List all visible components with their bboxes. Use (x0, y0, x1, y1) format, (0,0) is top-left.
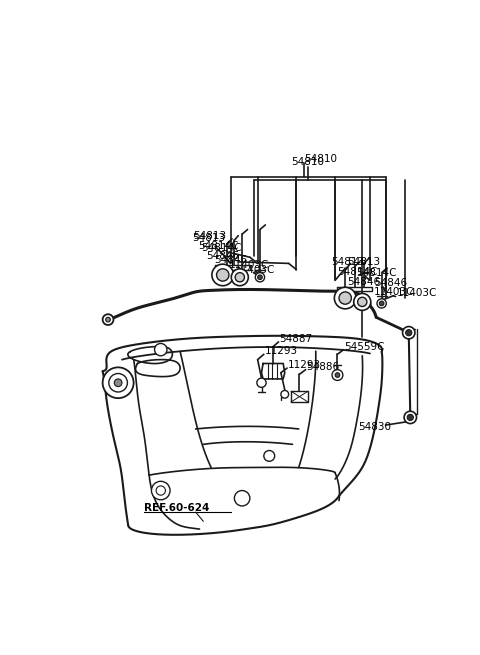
Circle shape (335, 373, 340, 377)
Circle shape (377, 299, 386, 308)
Text: 54814C: 54814C (337, 267, 378, 277)
Circle shape (103, 367, 133, 398)
Text: 54813: 54813 (331, 257, 364, 267)
Circle shape (235, 272, 244, 282)
Text: 54846: 54846 (206, 251, 239, 261)
Text: 54846: 54846 (374, 278, 407, 288)
Circle shape (216, 269, 229, 281)
Circle shape (258, 275, 262, 280)
Text: 54559C: 54559C (345, 341, 385, 352)
Circle shape (407, 415, 413, 421)
Circle shape (103, 314, 113, 325)
Text: 54810: 54810 (291, 157, 324, 167)
Circle shape (255, 272, 264, 282)
Text: 54810: 54810 (304, 154, 337, 164)
Circle shape (404, 411, 417, 424)
Text: 54813: 54813 (347, 257, 380, 267)
Text: 54814C: 54814C (198, 242, 239, 252)
Text: 54814C: 54814C (356, 268, 396, 278)
Text: 54814C: 54814C (201, 243, 241, 253)
Circle shape (234, 491, 250, 506)
Text: 11403C: 11403C (234, 265, 275, 274)
Circle shape (332, 369, 343, 381)
Text: 54887: 54887 (279, 334, 312, 344)
Circle shape (152, 481, 170, 500)
Circle shape (335, 288, 356, 309)
Text: REF.60-624: REF.60-624 (144, 503, 209, 514)
Text: 11403C: 11403C (374, 287, 414, 297)
Circle shape (281, 390, 288, 398)
Circle shape (406, 329, 412, 336)
Circle shape (114, 379, 122, 386)
Circle shape (212, 264, 234, 286)
Circle shape (339, 292, 351, 304)
Circle shape (354, 293, 371, 310)
Circle shape (264, 451, 275, 461)
Circle shape (109, 373, 127, 392)
Circle shape (156, 486, 166, 495)
Text: 54846: 54846 (214, 255, 247, 265)
Circle shape (155, 343, 167, 356)
Circle shape (231, 269, 248, 286)
Text: 11293: 11293 (288, 360, 321, 370)
Circle shape (106, 317, 110, 322)
Circle shape (403, 327, 415, 339)
Circle shape (358, 297, 367, 307)
Text: 54813: 54813 (193, 231, 227, 242)
Circle shape (257, 378, 266, 387)
Text: 54886: 54886 (306, 362, 339, 371)
Text: 11293: 11293 (264, 346, 298, 356)
Text: 54813: 54813 (192, 233, 225, 243)
Text: 54830: 54830 (359, 422, 391, 432)
Text: 11403C: 11403C (397, 288, 437, 297)
Text: 11403C: 11403C (229, 260, 269, 270)
Circle shape (379, 301, 384, 306)
Text: 54846: 54846 (347, 277, 380, 287)
